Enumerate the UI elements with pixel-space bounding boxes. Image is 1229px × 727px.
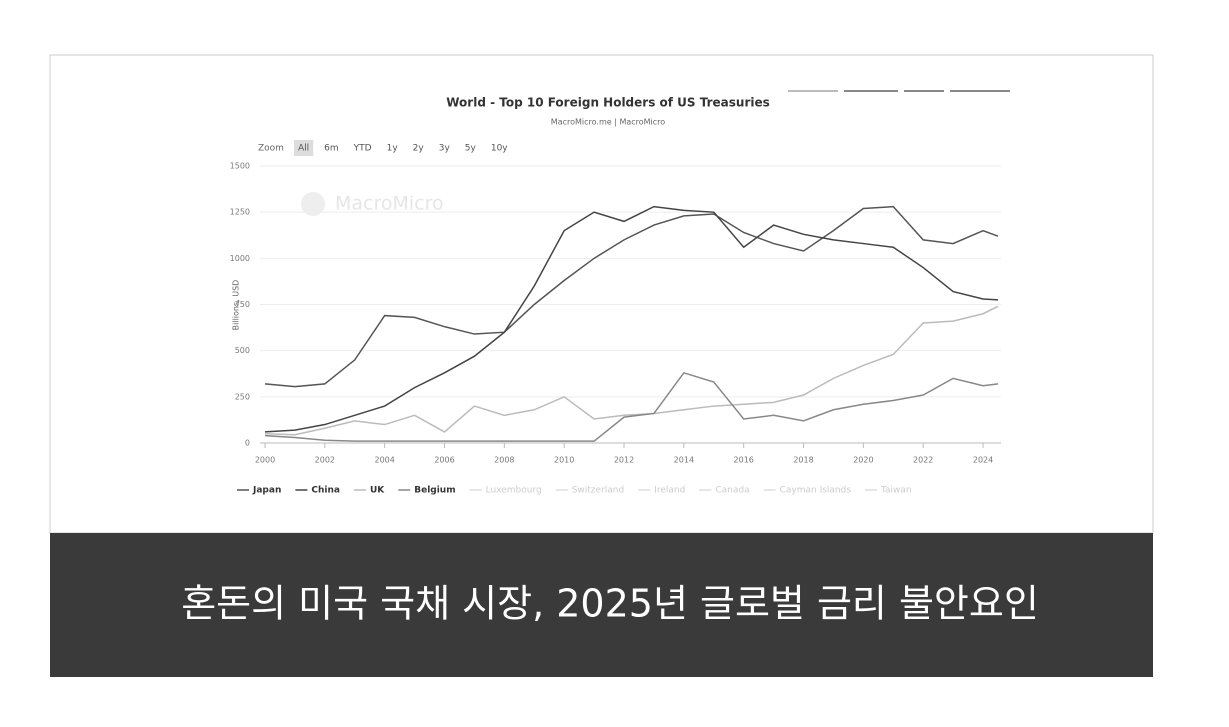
series-line xyxy=(264,371,999,442)
x-tick-label: 2000 xyxy=(255,456,275,465)
watermark: MacroMicro xyxy=(335,193,444,215)
zoom-button[interactable]: 1y xyxy=(387,144,399,154)
y-tick-label: 1250 xyxy=(230,208,250,217)
y-tick-label: 500 xyxy=(235,346,250,355)
x-tick-label: 2002 xyxy=(315,456,335,465)
x-tick-label: 2006 xyxy=(434,456,454,465)
x-tick-label: 2012 xyxy=(614,456,634,465)
legend-label[interactable]: Ireland xyxy=(654,486,685,496)
x-tick-label: 2004 xyxy=(374,456,394,465)
legend-label[interactable]: Taiwan xyxy=(880,486,912,496)
x-tick-label: 2018 xyxy=(793,456,813,465)
series-line xyxy=(264,205,999,388)
series-line xyxy=(264,205,999,433)
y-tick-label: 750 xyxy=(235,300,250,309)
legend-label[interactable]: Switzerland xyxy=(572,486,625,496)
series-line xyxy=(264,305,999,436)
y-tick-label: 0 xyxy=(245,439,250,448)
legend-label[interactable]: UK xyxy=(370,486,385,496)
zoom-button[interactable]: 10y xyxy=(491,144,508,154)
zoom-button[interactable]: All xyxy=(298,144,309,154)
legend-label[interactable]: Canada xyxy=(715,486,749,496)
legend-label[interactable]: Luxembourg xyxy=(486,486,542,496)
spacer xyxy=(0,0,1229,1)
x-tick-label: 2024 xyxy=(973,456,993,465)
zoom-button[interactable]: 2y xyxy=(413,144,425,154)
caption: 혼돈의 미국 국채 시장, 2025년 글로벌 금리 불안요인 xyxy=(181,582,1039,626)
x-tick-label: 2014 xyxy=(674,456,694,465)
chart-title: World - Top 10 Foreign Holders of US Tre… xyxy=(446,96,770,110)
legend-label[interactable]: Cayman Islands xyxy=(780,486,852,496)
zoom-button[interactable]: YTD xyxy=(353,144,372,154)
chart-frame xyxy=(49,54,1154,534)
caption-band xyxy=(50,533,1153,677)
watermark-logo xyxy=(301,192,325,216)
zoom-button[interactable]: 3y xyxy=(439,144,451,154)
y-tick-label: 250 xyxy=(235,392,250,401)
y-axis-label: Billions, USD xyxy=(232,280,241,331)
x-tick-label: 2022 xyxy=(913,456,933,465)
zoom-button[interactable]: 5y xyxy=(465,144,477,154)
y-tick-label: 1000 xyxy=(230,254,250,263)
legend-label[interactable]: Belgium xyxy=(414,486,455,496)
zoom-label: Zoom xyxy=(258,144,284,154)
x-tick-label: 2020 xyxy=(853,456,873,465)
y-tick-label: 1500 xyxy=(230,162,250,171)
chart-subtitle: MacroMicro.me | MacroMicro xyxy=(551,118,665,127)
legend-label[interactable]: China xyxy=(311,486,340,496)
zoom-button[interactable]: 6m xyxy=(324,144,339,154)
legend-label[interactable]: Japan xyxy=(252,486,281,496)
x-tick-label: 2008 xyxy=(494,456,514,465)
x-tick-label: 2016 xyxy=(734,456,754,465)
x-tick-label: 2010 xyxy=(554,456,574,465)
zoom-button-bg xyxy=(294,140,314,156)
